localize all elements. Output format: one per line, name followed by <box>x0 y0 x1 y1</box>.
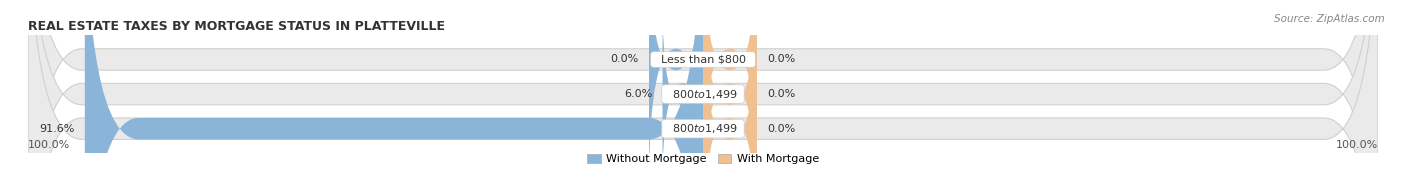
FancyBboxPatch shape <box>703 0 756 196</box>
FancyBboxPatch shape <box>84 0 703 196</box>
Text: $800 to $1,499: $800 to $1,499 <box>665 122 741 135</box>
Text: 6.0%: 6.0% <box>624 89 652 99</box>
Text: 0.0%: 0.0% <box>768 89 796 99</box>
Text: Source: ZipAtlas.com: Source: ZipAtlas.com <box>1274 14 1385 24</box>
FancyBboxPatch shape <box>662 1 703 187</box>
FancyBboxPatch shape <box>703 1 756 196</box>
FancyBboxPatch shape <box>28 0 1378 196</box>
Text: 0.0%: 0.0% <box>768 124 796 134</box>
Text: 100.0%: 100.0% <box>1336 140 1378 150</box>
Text: 0.0%: 0.0% <box>610 54 638 64</box>
Text: Less than $800: Less than $800 <box>654 54 752 64</box>
Legend: Without Mortgage, With Mortgage: Without Mortgage, With Mortgage <box>582 149 824 169</box>
FancyBboxPatch shape <box>703 0 756 187</box>
FancyBboxPatch shape <box>28 0 1378 196</box>
FancyBboxPatch shape <box>28 0 1378 196</box>
Text: 100.0%: 100.0% <box>28 140 70 150</box>
FancyBboxPatch shape <box>650 0 703 187</box>
Text: $800 to $1,499: $800 to $1,499 <box>665 88 741 101</box>
Text: 91.6%: 91.6% <box>39 124 75 134</box>
Text: REAL ESTATE TAXES BY MORTGAGE STATUS IN PLATTEVILLE: REAL ESTATE TAXES BY MORTGAGE STATUS IN … <box>28 20 446 33</box>
Text: 0.0%: 0.0% <box>768 54 796 64</box>
